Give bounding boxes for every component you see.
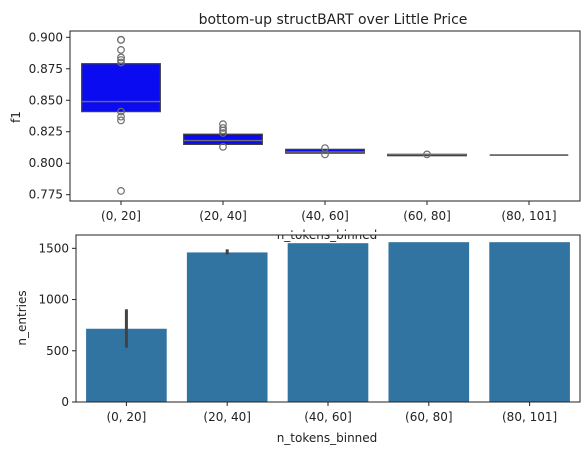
y-tick-label: 1000 bbox=[38, 293, 69, 307]
x-axis-ticks: (0, 20] (20, 40] (40, 60] (60, 80] (80, 101] bbox=[106, 402, 557, 424]
x-tick-label: (40, 60] bbox=[301, 209, 349, 223]
y-axis-ticks: 0.775 0.800 0.825 0.850 0.875 0.900 bbox=[29, 30, 70, 202]
y-tick-label: 500 bbox=[46, 344, 69, 358]
y-tick-label: 1500 bbox=[38, 241, 69, 255]
outlier-point bbox=[219, 124, 227, 132]
bar bbox=[287, 243, 369, 402]
x-tick-label: (60, 80] bbox=[403, 209, 451, 223]
plot-frame bbox=[75, 234, 581, 403]
y-tick-label: 0.825 bbox=[29, 125, 63, 139]
outlier-point bbox=[117, 45, 125, 54]
x-tick-label: (80, 101] bbox=[501, 209, 556, 223]
outlier-point bbox=[219, 129, 227, 137]
x-tick-label: (40, 60] bbox=[304, 410, 352, 424]
bar bbox=[489, 242, 570, 402]
bar-marks bbox=[86, 242, 570, 402]
y-axis-ticks: 0 500 1000 1500 bbox=[38, 241, 76, 409]
bar bbox=[388, 242, 470, 402]
chart-title: bottom-up structBART over Little Price bbox=[199, 12, 468, 28]
bar-chart: 0 500 1000 1500 (0, 20] (20, 40] (40, 60] (60,… bbox=[15, 234, 581, 445]
y-tick-label: 0.775 bbox=[29, 188, 63, 202]
y-tick-label: 0.900 bbox=[29, 30, 63, 44]
outlier-point bbox=[117, 116, 125, 125]
x-tick-label: (0, 20] bbox=[101, 209, 141, 223]
x-tick-label: (0, 20] bbox=[106, 410, 146, 424]
outlier-point bbox=[117, 58, 125, 67]
x-tick-label: (60, 80] bbox=[405, 410, 453, 424]
outlier-point bbox=[219, 142, 227, 151]
outlier-point bbox=[321, 150, 329, 159]
outlier-point bbox=[423, 150, 431, 159]
outlier-point bbox=[117, 187, 125, 195]
box bbox=[81, 63, 161, 113]
x-tick-label: (20, 40] bbox=[199, 209, 247, 223]
outlier-point bbox=[219, 126, 227, 135]
bar bbox=[186, 252, 268, 402]
outlier-point bbox=[117, 56, 125, 64]
y-axis-label: n_entries bbox=[15, 290, 29, 345]
outlier-point bbox=[117, 35, 125, 44]
outlier-point bbox=[117, 107, 125, 116]
outlier-point bbox=[117, 53, 125, 62]
y-axis-label: f1 bbox=[9, 111, 23, 123]
x-tick-label: (20, 40] bbox=[203, 410, 251, 424]
box-plot-chart: bottom-up structBART over Little Price 0… bbox=[9, 12, 581, 242]
x-tick-label: (80, 101] bbox=[502, 410, 557, 424]
x-axis-label: n_tokens_binned bbox=[277, 431, 378, 445]
box-marks bbox=[81, 35, 569, 195]
outlier-point bbox=[117, 112, 125, 121]
y-tick-label: 0 bbox=[61, 395, 69, 409]
y-tick-label: 0.875 bbox=[29, 62, 63, 76]
plot-frame bbox=[69, 30, 581, 202]
x-axis-ticks: (0, 20] (20, 40] (40, 60] (60, 80] (80, 101] bbox=[101, 201, 557, 223]
y-tick-label: 0.850 bbox=[29, 93, 63, 107]
y-tick-label: 0.800 bbox=[29, 156, 63, 170]
spacer bbox=[0, 232, 584, 235]
